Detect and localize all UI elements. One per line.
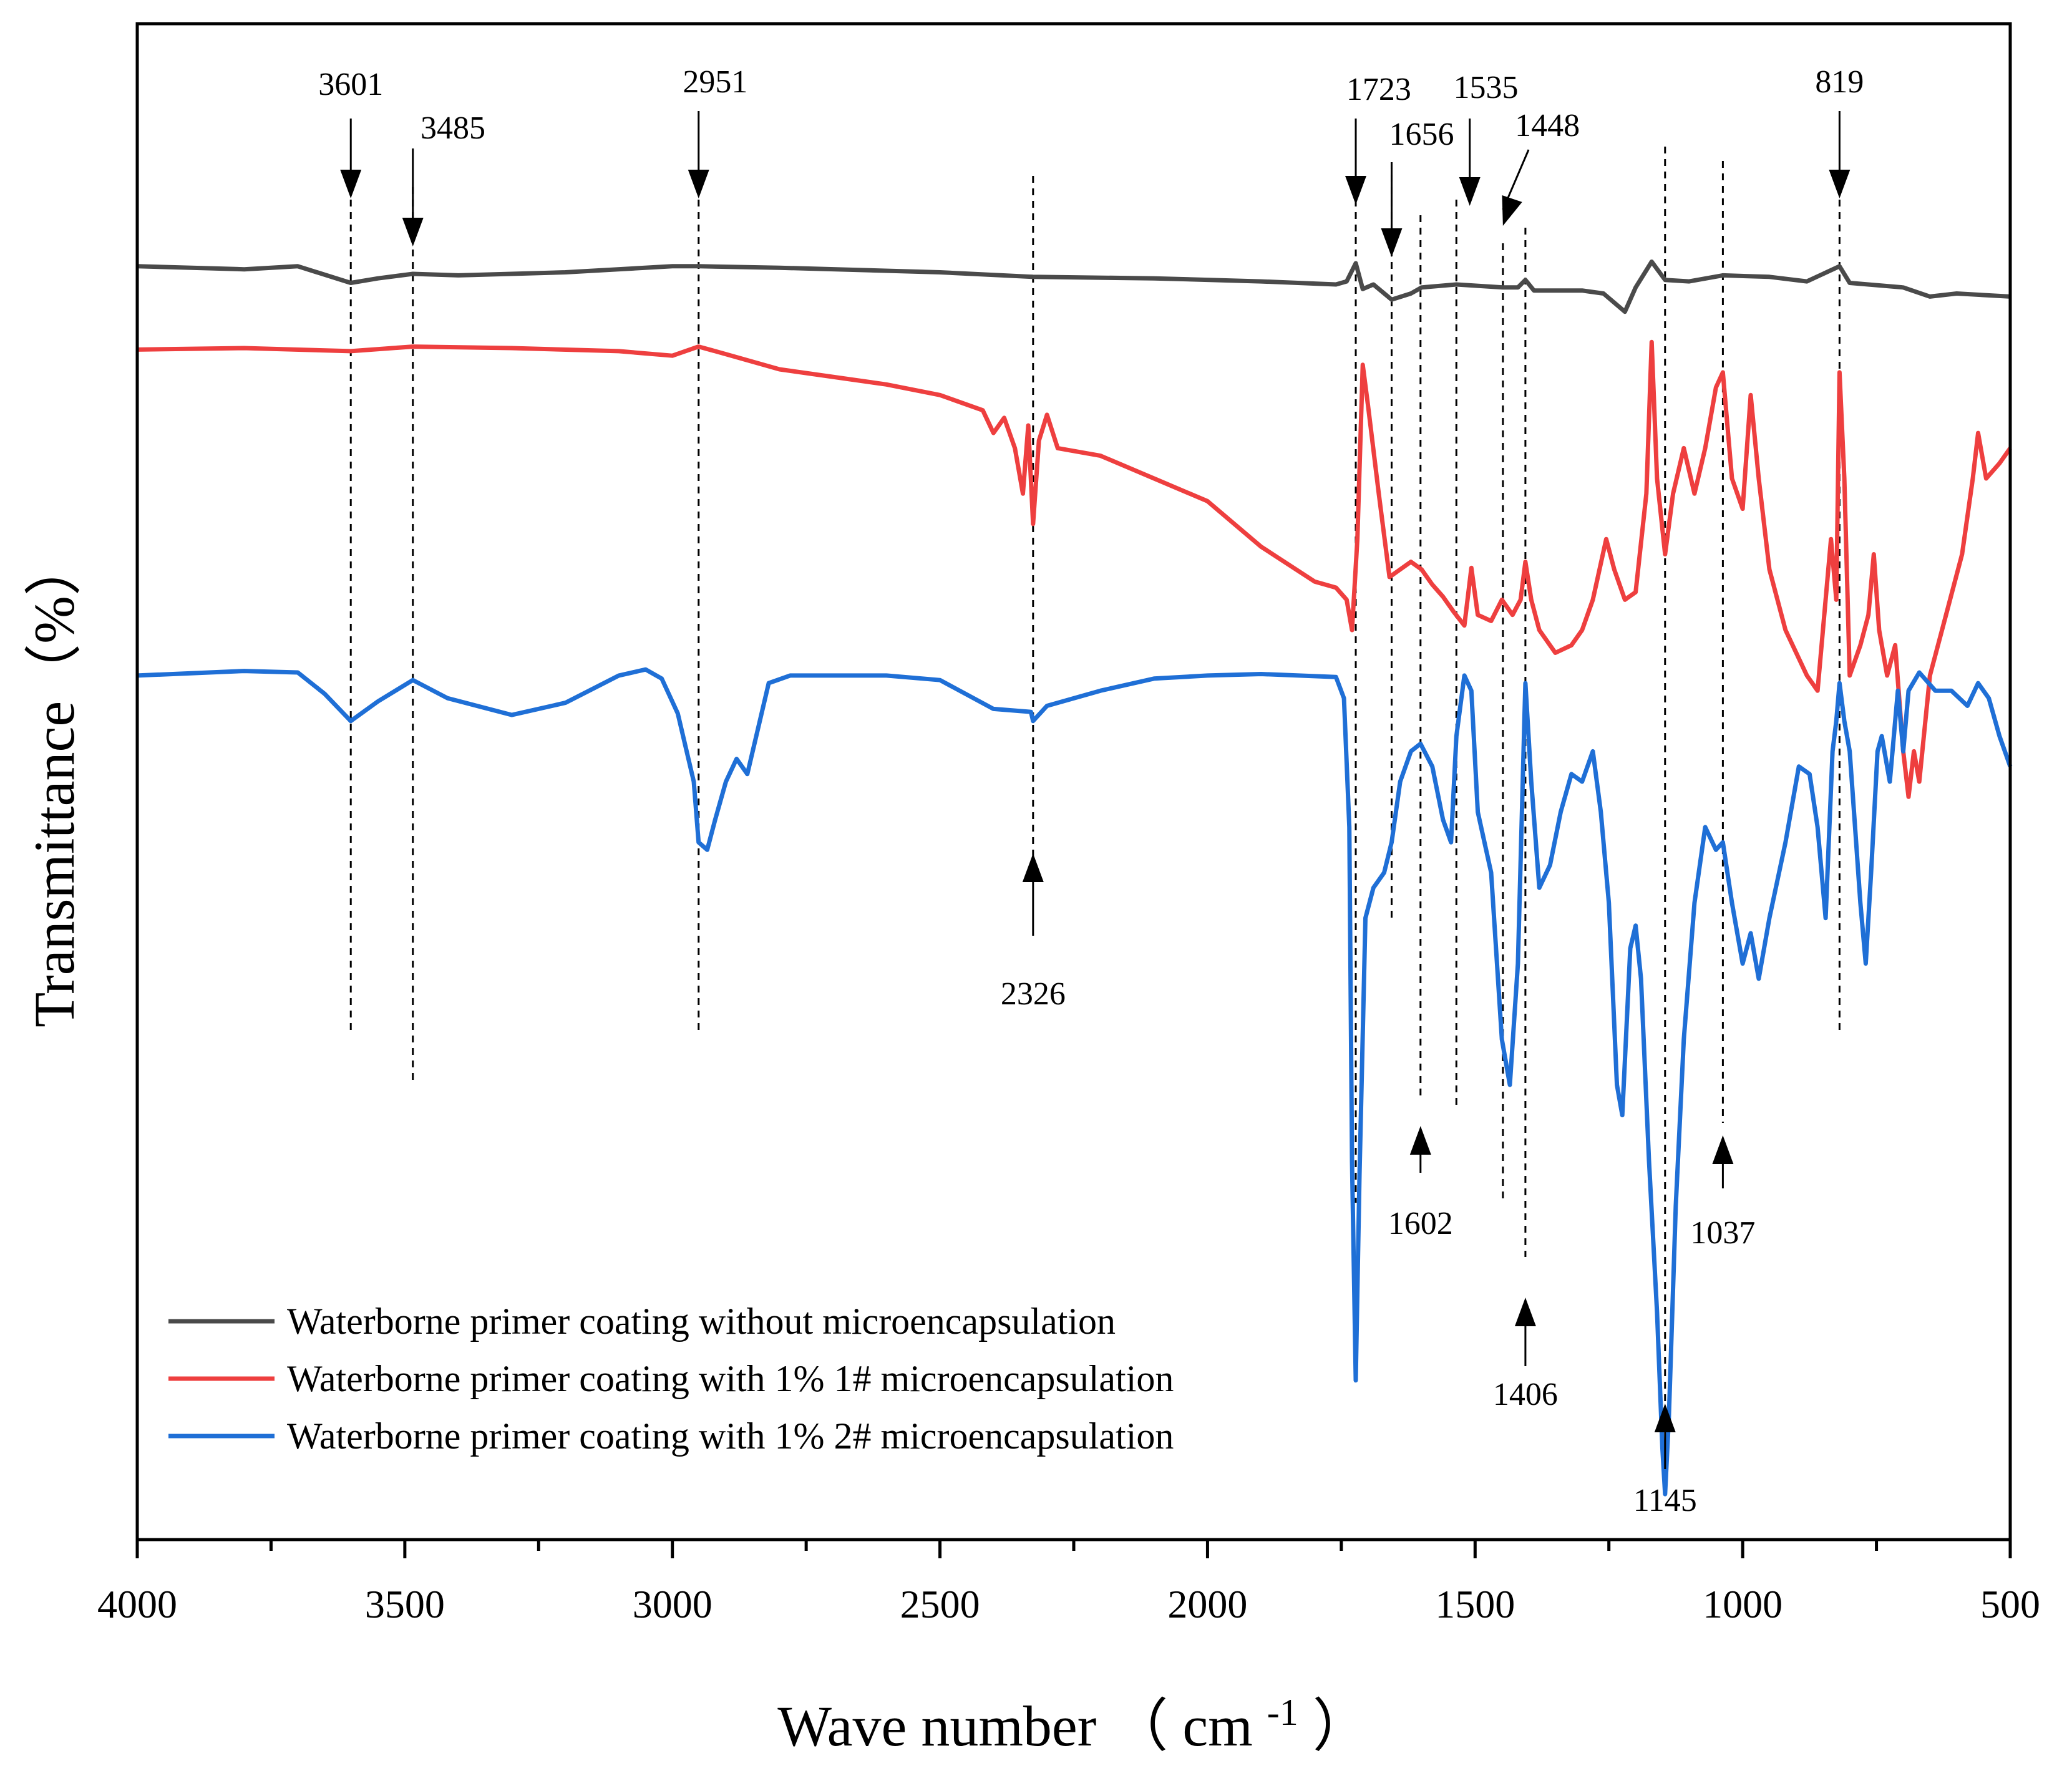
x-tick-label-1500: 1500 [1435, 1582, 1515, 1626]
legend-label-2: Waterborne primer coating with 1% 1# mic… [287, 1358, 1174, 1399]
legend-label-1: Waterborne primer coating without microe… [287, 1301, 1116, 1342]
arrow-head-1602 [1409, 1126, 1431, 1155]
arrow-head-1145 [1654, 1404, 1676, 1432]
peak-label-819: 819 [1815, 64, 1864, 100]
series-line-1 [137, 260, 2011, 314]
x-tick-label-4000: 4000 [97, 1582, 177, 1626]
series-lines [137, 260, 2013, 1497]
x-tick-label-2000: 2000 [1167, 1582, 1247, 1626]
peak-label-1535: 1535 [1453, 70, 1518, 105]
x-axis: 4000 3500 3000 2500 2000 1500 1000 500 [97, 1540, 2040, 1626]
x-tick-label-1000: 1000 [1703, 1582, 1783, 1626]
peak-label-1406: 1406 [1493, 1377, 1558, 1412]
arrow-head-819 [1829, 170, 1851, 198]
arrow-head-2951 [688, 170, 709, 198]
x-tick-label-500: 500 [1980, 1582, 2040, 1626]
peak-label-3601: 3601 [318, 67, 383, 102]
legend: Waterborne primer coating without microe… [168, 1301, 1174, 1457]
arrow-head-3601 [340, 170, 362, 198]
arrow-head-3485 [402, 218, 424, 246]
arrow-head-1656 [1381, 228, 1403, 257]
peak-label-3485: 3485 [421, 110, 485, 146]
peak-label-1723: 1723 [1346, 72, 1411, 107]
peak-label-1602: 1602 [1388, 1206, 1453, 1241]
peak-label-1037: 1037 [1690, 1215, 1755, 1251]
x-tick-label-2500: 2500 [900, 1582, 980, 1626]
x-axis-title: Wave number （ cm -1 ） [777, 1692, 1370, 1758]
series-line-3 [137, 667, 2013, 1497]
peak-label-1656: 1656 [1389, 117, 1454, 152]
arrow-head-1448 [1502, 195, 1522, 226]
arrow-head-1037 [1712, 1135, 1734, 1164]
peak-label-1145: 1145 [1633, 1483, 1697, 1518]
series-line-2 [137, 339, 2012, 799]
arrow-head-1535 [1459, 177, 1481, 206]
arrow-head-1723 [1345, 176, 1367, 205]
arrow-head-1406 [1514, 1298, 1536, 1326]
x-tick-label-3500: 3500 [365, 1582, 445, 1626]
peak-label-1448: 1448 [1515, 108, 1580, 143]
legend-label-3: Waterborne primer coating with 1% 2# mic… [287, 1415, 1174, 1457]
arrow-head-2326 [1022, 853, 1044, 882]
guide-lines [349, 147, 1841, 1404]
peak-label-2326: 2326 [1001, 976, 1066, 1012]
y-axis-title: Transmittance（%） [22, 538, 86, 1027]
x-tick-label-3000: 3000 [633, 1582, 713, 1626]
peak-label-2951: 2951 [683, 64, 747, 100]
